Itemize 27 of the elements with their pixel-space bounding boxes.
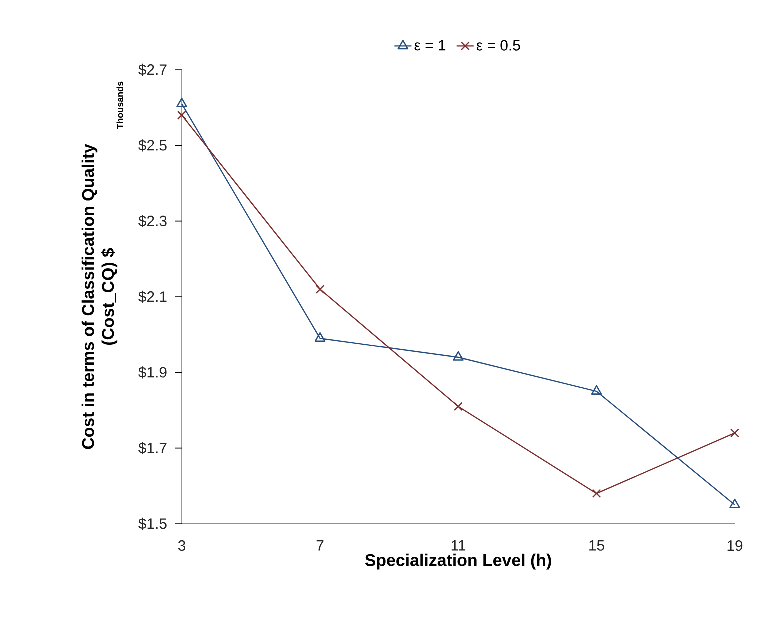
point	[177, 110, 187, 120]
y-tick-label: $2.5	[138, 140, 167, 152]
x-axis-title: Specialization Level (h)	[365, 554, 552, 570]
legend-label: ε = 0.5	[476, 40, 520, 51]
y-tick-label: $1.5	[138, 518, 167, 530]
legend-label: ε = 1	[414, 40, 446, 51]
y-tick-label: $2.1	[138, 290, 167, 304]
x-tick-label: 15	[590, 540, 604, 551]
y-tick-label: $2.7	[138, 64, 167, 76]
point	[314, 332, 326, 342]
point	[316, 284, 325, 294]
text: Thousands	[116, 82, 124, 130]
y-axis-title: Cost in terms of Classification Quality (Cost_CQ) $	[82, 144, 118, 450]
point	[454, 402, 464, 412]
point	[730, 498, 740, 508]
point	[592, 489, 602, 498]
x-tick-label: 11	[452, 540, 466, 551]
point	[176, 98, 188, 108]
y-tick-label: $1.7	[138, 442, 167, 454]
y-tick-label: $2.3	[138, 215, 167, 228]
x-tick-label: 19	[728, 540, 743, 552]
point	[591, 385, 602, 395]
y-tick-label: $1.9	[138, 366, 167, 379]
point	[453, 351, 464, 361]
x-tick-label: 3	[178, 540, 186, 552]
x-tick-label: 7	[316, 540, 324, 551]
point	[730, 428, 740, 438]
